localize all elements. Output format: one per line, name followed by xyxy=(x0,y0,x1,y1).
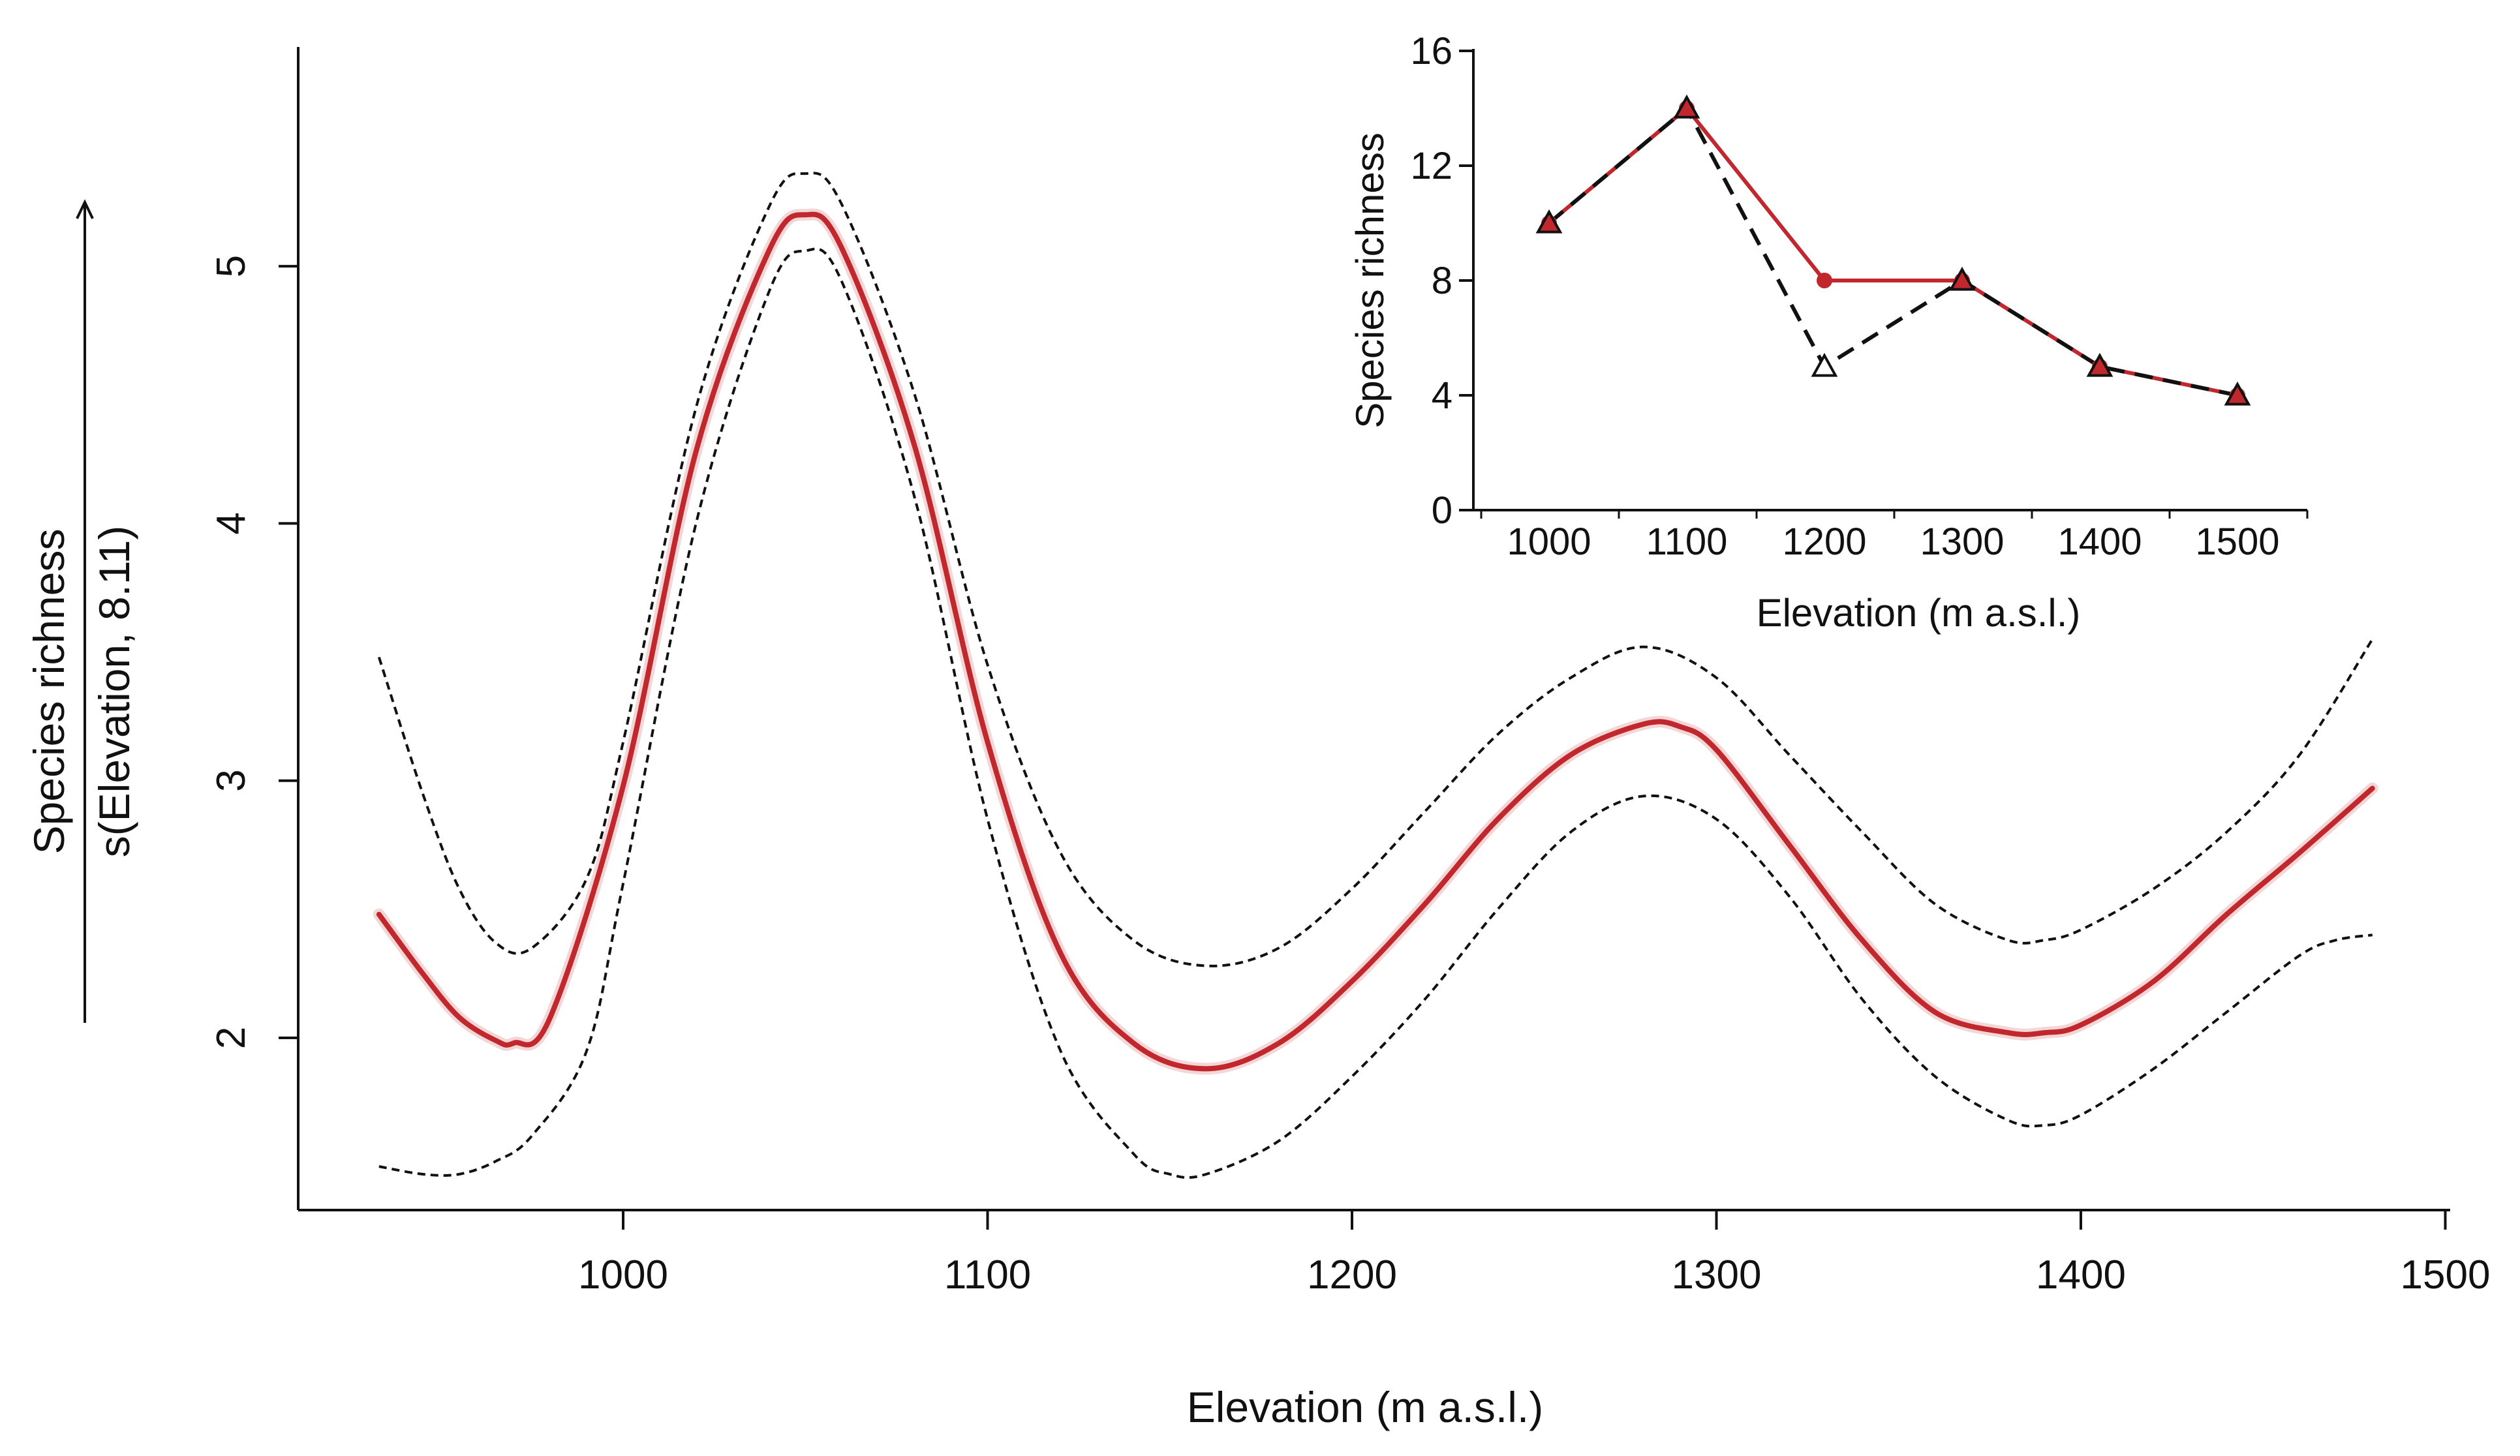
inset-x-tick-label: 1400 xyxy=(2057,521,2142,563)
inset-x-axis-title: Elevation (m a.s.l.) xyxy=(1757,591,2081,635)
main-x-tick-label: 1000 xyxy=(578,1252,668,1297)
main-chart: 1000 1100 1200 1300 1400 1500 2 3 4 5 Elevation (… xyxy=(25,47,2490,1431)
main-y-tick-label: 3 xyxy=(209,769,254,791)
inset-x-tick-label: 1100 xyxy=(1646,521,1728,563)
main-fit-curve xyxy=(373,208,2378,1075)
inset-predicted-point xyxy=(1535,209,1563,234)
inset-predicted-point xyxy=(1948,266,1976,291)
inset-series xyxy=(1548,105,2238,397)
inset-x-tick-label: 1000 xyxy=(1507,521,1591,563)
inset-x-tick-label: 1200 xyxy=(1782,521,1866,563)
upper-band-line xyxy=(377,172,2374,967)
inset-predicted-point xyxy=(1673,94,1700,119)
inset-predicted-line xyxy=(1548,105,2238,397)
inset-observed-point xyxy=(1817,273,1832,288)
inset-x-tick-label: 1300 xyxy=(1920,521,2004,563)
main-x-tick-label: 1200 xyxy=(1307,1252,1397,1297)
fit-curve-line xyxy=(376,211,2375,1072)
inset-predicted-point xyxy=(1811,352,1838,377)
main-y-tick-label: 4 xyxy=(209,512,254,534)
inset-ticks: 1000 1100 1200 1300 1400 1500 0 4 8 12 16 xyxy=(1410,30,2309,563)
inset-y-tick-label: 4 xyxy=(1432,374,1452,417)
main-y-tick-label: 5 xyxy=(209,255,254,277)
inset-y-axis-title: Species richness xyxy=(1348,132,1392,429)
inset-predicted-point xyxy=(2086,352,2113,377)
main-x-tick-label: 1400 xyxy=(2036,1252,2126,1297)
main-y-tick-label: 2 xyxy=(209,1027,254,1049)
inset-chart: 1000 1100 1200 1300 1400 1500 0 4 8 12 16 Elevatio… xyxy=(1348,30,2309,635)
lower-band-line xyxy=(378,247,2373,1179)
main-y-axis-title-top: Species richness xyxy=(25,529,73,855)
main-ticks: 1000 1100 1200 1300 1400 1500 2 3 4 5 xyxy=(209,255,2490,1297)
main-x-tick-label: 1300 xyxy=(1672,1252,1762,1297)
inset-y-tick-label: 16 xyxy=(1410,30,1452,72)
inset-y-tick-label: 8 xyxy=(1432,260,1452,302)
inset-predicted-point xyxy=(2224,381,2251,406)
main-y-axis-title-bottom: s(Elevation, 8.11) xyxy=(90,526,138,858)
inset-x-tick-label: 1500 xyxy=(2195,521,2279,563)
inset-observed-line xyxy=(1548,106,2238,397)
main-x-tick-label: 1500 xyxy=(2401,1252,2491,1297)
inset-y-tick-label: 12 xyxy=(1410,145,1452,187)
inset-y-tick-label: 0 xyxy=(1432,489,1452,532)
main-confidence-bands xyxy=(377,172,2374,1179)
main-x-axis-title: Elevation (m a.s.l.) xyxy=(1187,1383,1544,1431)
inset-markers xyxy=(1535,94,2251,406)
main-x-tick-label: 1100 xyxy=(944,1252,1031,1297)
y-axis-arrow-icon xyxy=(76,199,94,219)
